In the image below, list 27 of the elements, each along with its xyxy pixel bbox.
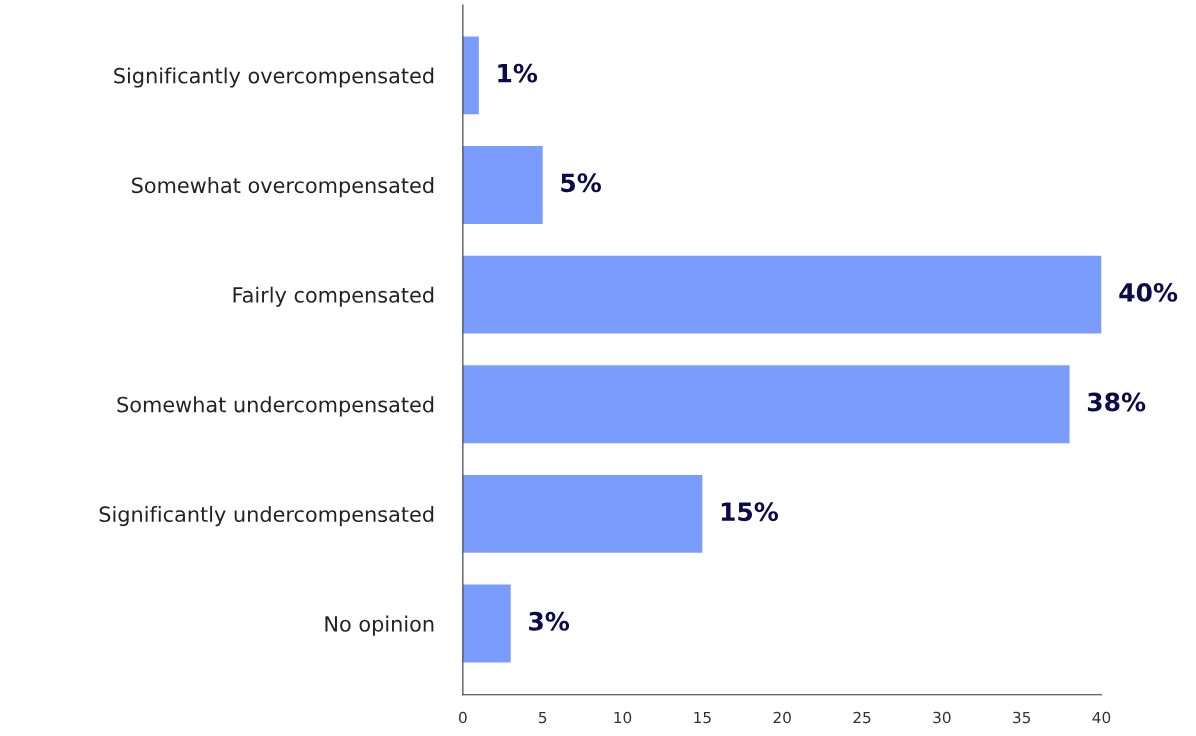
- bar: [462, 474, 703, 553]
- bar: [462, 365, 1070, 444]
- bar: [462, 255, 1102, 334]
- x-tick-label: 35: [1013, 711, 1031, 724]
- y-tick-label: Somewhat undercompensated: [117, 396, 434, 417]
- y-tick-label: Significantly overcompensated: [114, 67, 434, 88]
- x-tick-label: 5: [539, 711, 547, 724]
- bar: [462, 36, 479, 115]
- data-label: 3%: [529, 611, 570, 631]
- y-tick-label: Somewhat overcompensated: [132, 177, 434, 198]
- y-tick-label: No opinion: [325, 615, 434, 636]
- x-tick-label: 15: [694, 711, 711, 724]
- bar: [462, 584, 511, 663]
- x-tick-label: 20: [773, 711, 791, 724]
- data-label: 15%: [721, 502, 779, 522]
- x-tick-label: 40: [1092, 711, 1111, 724]
- x-tick-label: 25: [853, 711, 871, 724]
- x-tick-label: 10: [614, 711, 632, 724]
- data-label: 38%: [1087, 392, 1146, 412]
- bar: [462, 146, 543, 224]
- data-label: 1%: [498, 63, 538, 83]
- data-label: 5%: [561, 173, 601, 193]
- y-tick-label: Fairly compensated: [233, 286, 434, 307]
- x-tick-label: 30: [933, 711, 951, 724]
- data-label: 40%: [1119, 282, 1178, 302]
- x-tick-label: 0: [459, 711, 467, 724]
- y-tick-label: Significantly undercompensated: [99, 505, 434, 527]
